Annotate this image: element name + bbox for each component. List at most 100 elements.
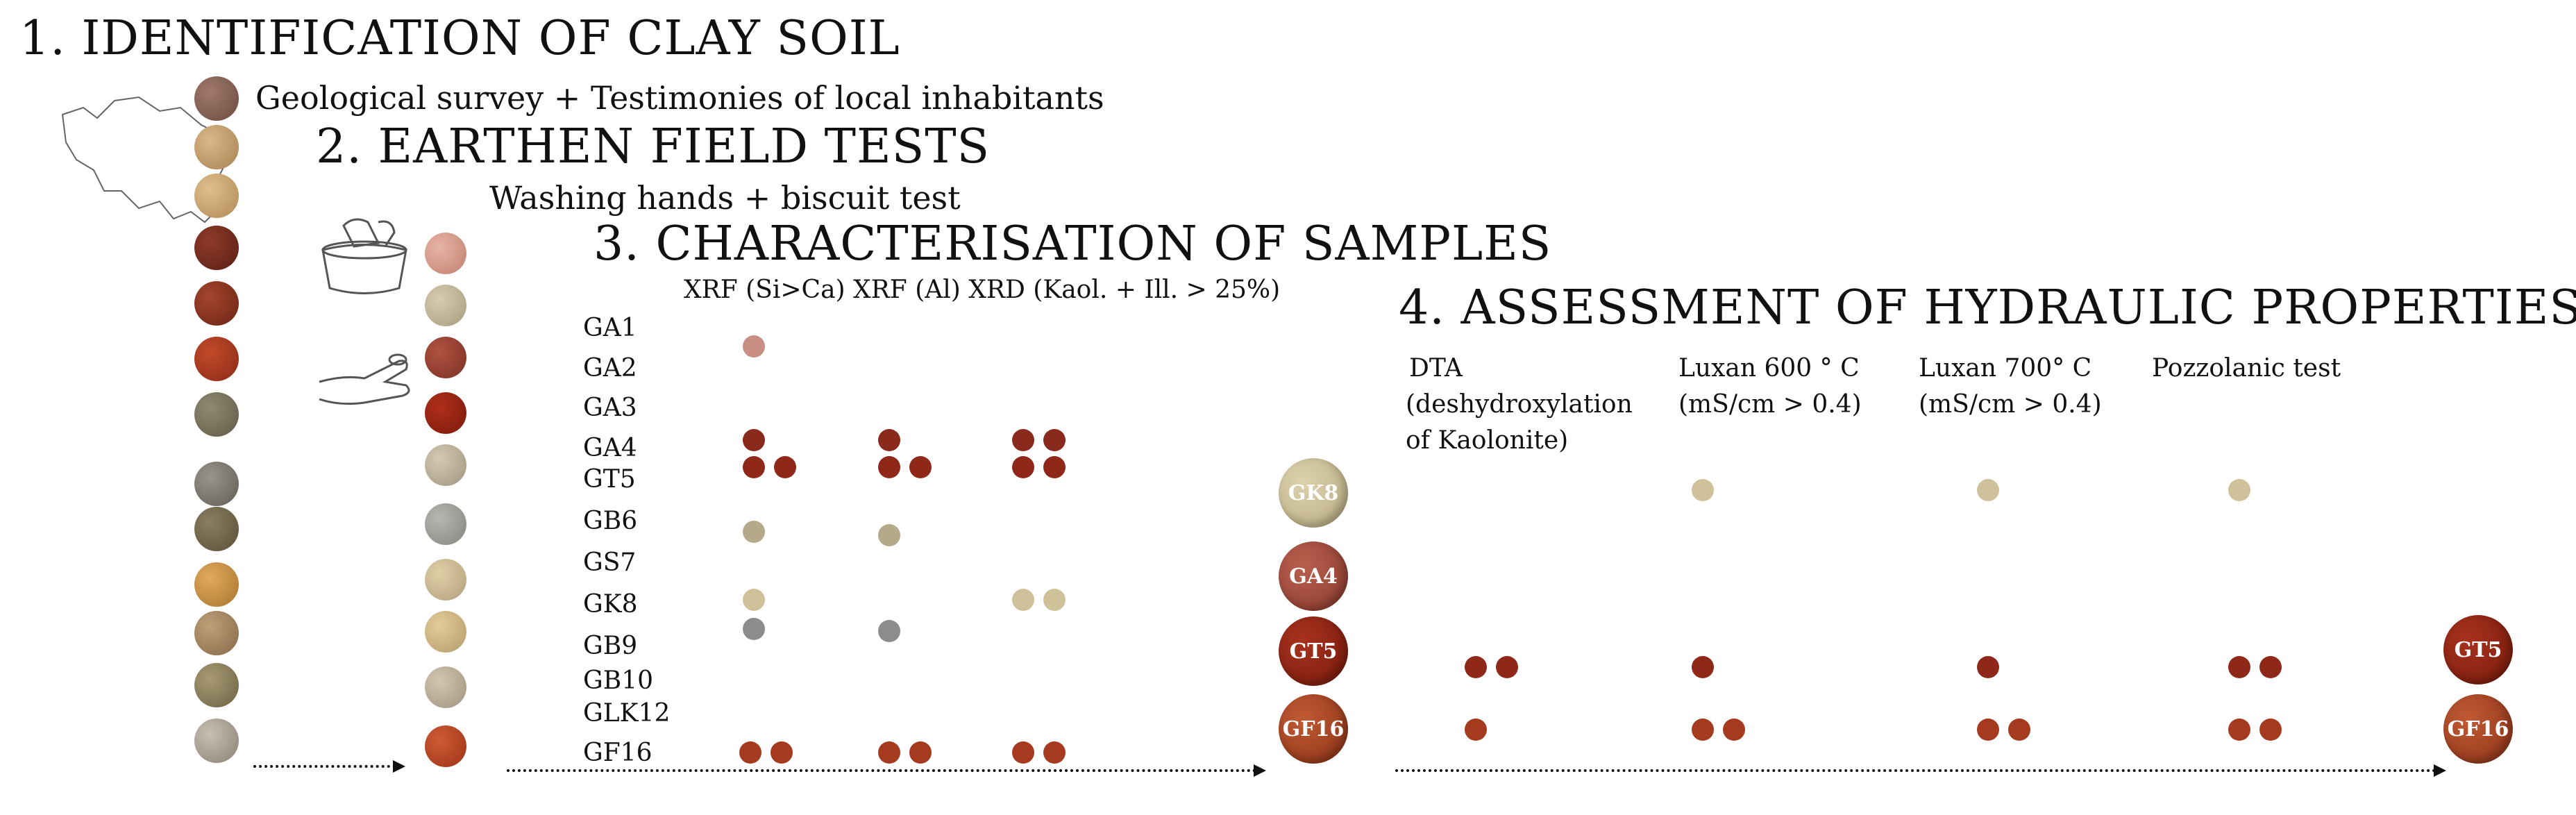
result-dot-gb9 xyxy=(878,620,900,642)
soil-sample xyxy=(194,462,239,506)
result-dot-gt5 xyxy=(878,456,900,478)
result-dot-gk8 xyxy=(2228,479,2250,501)
soil-sample xyxy=(194,125,239,169)
sample-label: GLK12 xyxy=(583,699,671,728)
sample-label: GS7 xyxy=(583,548,637,577)
result-dot-gk8 xyxy=(1043,589,1066,611)
result-dot-gf16 xyxy=(2259,719,2282,741)
sample-label: GF16 xyxy=(583,739,653,767)
washing-hands-icon xyxy=(321,218,407,294)
soil-sample xyxy=(425,503,466,545)
header-line: (deshydroxylation xyxy=(1406,390,1633,419)
soil-sample xyxy=(194,719,239,763)
header-line: Luxan 700° C xyxy=(1919,354,2092,383)
soil-sample xyxy=(194,337,239,381)
biscuit-test-hand-icon xyxy=(319,353,410,405)
selected-sample-gk8: GK8 xyxy=(1279,458,1348,528)
header-line: Luxan 600 ° C xyxy=(1678,354,1860,383)
step1-subtitle: Geological survey + Testimonies of local… xyxy=(255,79,1104,117)
header-line: (mS/cm > 0.4) xyxy=(1919,390,2102,419)
arrow-step1-to-step2 xyxy=(253,760,405,773)
sample-label: GB9 xyxy=(583,632,638,660)
result-dot-gf16 xyxy=(2008,719,2030,741)
header-line: (mS/cm > 0.4) xyxy=(1678,390,1862,419)
result-dot-gb6 xyxy=(743,521,765,543)
sample-label: GA4 xyxy=(583,434,637,462)
result-dot-gt5 xyxy=(1465,656,1487,678)
result-dot-gk8 xyxy=(1977,479,1999,501)
soil-sample xyxy=(194,76,239,121)
selected-sample-ga4: GA4 xyxy=(1279,541,1348,611)
sample-label: GA2 xyxy=(583,354,637,383)
step2-subtitle: Washing hands + biscuit test xyxy=(489,179,961,217)
result-dot-gt5 xyxy=(909,456,932,478)
soil-sample xyxy=(194,174,239,218)
selected-sample-gt5: GT5 xyxy=(1279,616,1348,686)
arrow-step2-to-step3 xyxy=(507,764,1266,777)
result-dot-gf16 xyxy=(878,741,900,764)
soil-sample xyxy=(425,666,466,708)
final-sample-gt5: GT5 xyxy=(2443,615,2513,684)
result-dot-gf16 xyxy=(1465,719,1487,741)
sample-label: GA1 xyxy=(583,314,637,342)
result-dot-gf16 xyxy=(739,741,761,764)
step1-title: 1. IDENTIFICATION OF CLAY SOIL xyxy=(19,11,900,66)
result-dot-ga4 xyxy=(1043,429,1066,451)
result-dot-gt5 xyxy=(1496,656,1518,678)
result-dot-gt5 xyxy=(2259,656,2282,678)
soil-sample xyxy=(194,226,239,270)
step3-title: 3. CHARACTERISATION OF SAMPLES xyxy=(594,217,1552,271)
sample-label: GA3 xyxy=(583,394,637,422)
sample-label: GK8 xyxy=(583,590,638,619)
step4-header-pozzolanic: Pozzolanic test xyxy=(2152,351,2341,387)
step4-header-dta: DTA (deshydroxylation of Kaolonite) xyxy=(1406,351,1633,460)
arrow-step4-to-result xyxy=(1395,764,2446,777)
result-dot-ga4 xyxy=(743,429,765,451)
soil-sample xyxy=(425,392,466,434)
result-dot-gf16 xyxy=(771,741,793,764)
result-dot-gk8 xyxy=(1012,589,1034,611)
sample-label: GT5 xyxy=(583,465,636,494)
header-line: DTA xyxy=(1409,354,1463,383)
header-line: Pozzolanic test xyxy=(2152,354,2341,383)
soil-sample xyxy=(425,444,466,486)
step4-header-luxan700: Luxan 700° C (mS/cm > 0.4) xyxy=(1919,351,2102,423)
soil-sample xyxy=(425,559,466,600)
soil-sample xyxy=(425,285,466,326)
result-dot-gf16 xyxy=(1977,719,1999,741)
result-dot-ga1 xyxy=(743,335,765,358)
result-dot-gt5 xyxy=(743,456,765,478)
result-dot-gf16 xyxy=(1723,719,1745,741)
soil-sample xyxy=(425,611,466,653)
step2-title: 2. EARTHEN FIELD TESTS xyxy=(316,119,991,174)
result-dot-gf16 xyxy=(1692,719,1714,741)
soil-sample xyxy=(194,507,239,551)
sample-label: GB6 xyxy=(583,507,638,535)
result-dot-gt5 xyxy=(1977,656,1999,678)
result-dot-gb9 xyxy=(743,618,765,640)
result-dot-gk8 xyxy=(743,589,765,611)
selected-sample-gf16: GF16 xyxy=(1279,694,1348,764)
soil-sample xyxy=(194,611,239,655)
result-dot-gf16 xyxy=(909,741,932,764)
sample-label: GB10 xyxy=(583,666,654,695)
result-dot-gf16 xyxy=(2228,719,2250,741)
header-line: of Kaolonite) xyxy=(1406,426,1569,455)
result-dot-gt5 xyxy=(774,456,796,478)
result-dot-gk8 xyxy=(1692,479,1714,501)
result-dot-gt5 xyxy=(1012,456,1034,478)
step4-title: 4. ASSESSMENT OF HYDRAULIC PROPERTIES xyxy=(1399,280,2576,335)
soil-sample xyxy=(425,725,466,767)
soil-sample xyxy=(194,663,239,707)
result-dot-gt5 xyxy=(1692,656,1714,678)
result-dot-gt5 xyxy=(1043,456,1066,478)
step3-column-headers: XRF (Si>Ca) XRF (Al) XRD (Kaol. + Ill. >… xyxy=(684,276,1281,304)
result-dot-ga4 xyxy=(1012,429,1034,451)
result-dot-gt5 xyxy=(2228,656,2250,678)
soil-sample xyxy=(194,562,239,607)
result-dot-gf16 xyxy=(1043,741,1066,764)
final-sample-gf16: GF16 xyxy=(2443,694,2513,764)
soil-sample xyxy=(194,281,239,326)
soil-sample xyxy=(194,392,239,437)
result-dot-gb6 xyxy=(878,524,900,546)
